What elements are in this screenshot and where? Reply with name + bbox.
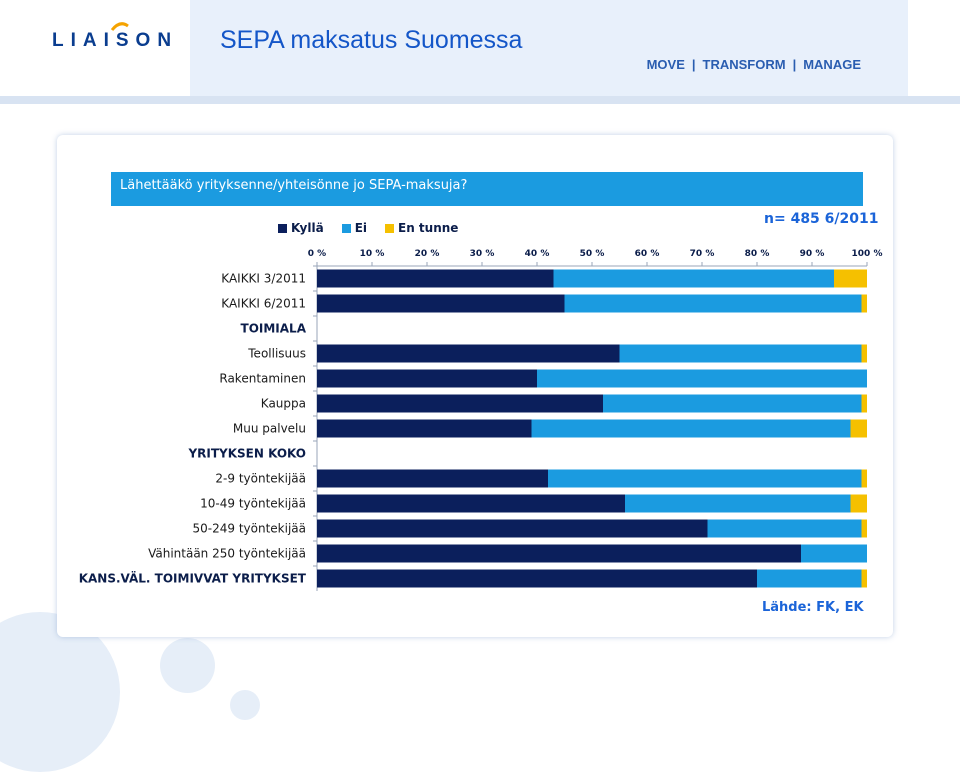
bar-segment	[850, 494, 867, 513]
chart-legend: Kyllä Ei En tunne	[278, 221, 458, 235]
legend-label: Kyllä	[291, 221, 324, 235]
sample-size-note: n= 485 6/2011	[764, 211, 879, 227]
category-label: Teollisuus	[247, 347, 306, 361]
category-label: KAIKKI 6/2011	[221, 297, 306, 311]
bar-segment	[317, 344, 620, 363]
x-tick-label: 60 %	[635, 249, 660, 259]
x-tick-label: 70 %	[690, 249, 715, 259]
x-tick-label: 40 %	[525, 249, 550, 259]
bar-segment	[317, 419, 532, 438]
bar-segment	[553, 269, 834, 288]
bar-segment	[861, 519, 867, 538]
bar-segment	[317, 294, 565, 313]
x-tick-label: 30 %	[470, 249, 495, 259]
bar-segment	[317, 394, 603, 413]
x-tick-label: 100 %	[852, 249, 883, 259]
category-label: Kauppa	[261, 397, 306, 411]
category-label: YRITYKSEN KOKO	[187, 447, 306, 461]
bar-segment	[317, 569, 757, 588]
tagline-separator: |	[691, 57, 696, 72]
category-label: 10-49 työntekijää	[200, 497, 306, 511]
stacked-bar-chart: 0 % 10 % 20 % 30 % 40 % 50 % 60 % 70 % 80 % 90 % 1…	[79, 249, 883, 591]
bar-segment	[317, 269, 554, 288]
chart-title: Lähettääkö yrityksenne/yhteisönne jo SEP…	[120, 178, 468, 193]
legend-swatch	[385, 223, 394, 233]
bar-segment	[548, 469, 862, 488]
bar-segment	[317, 469, 548, 488]
logo-text: LIAISON	[52, 30, 179, 51]
x-tick-label: 0 %	[308, 249, 326, 259]
decor-circle	[160, 638, 215, 693]
question-bar	[111, 172, 863, 206]
legend-label: Ei	[354, 221, 367, 235]
bar-segment	[564, 294, 862, 313]
legend-item-ei: Ei	[341, 221, 367, 235]
bar-segment	[317, 369, 537, 388]
bar-segment	[537, 369, 867, 388]
legend-swatch	[341, 223, 351, 233]
tagline-transform: TRANSFORM	[702, 57, 786, 72]
bar-segment	[625, 494, 851, 513]
tagline-separator: |	[792, 57, 797, 72]
x-tick-label: 50 %	[580, 249, 605, 259]
category-label: Muu palvelu	[233, 422, 306, 436]
bar-segment	[619, 344, 862, 363]
bar-segment	[757, 569, 862, 588]
legend-item-kylla: Kyllä	[278, 221, 324, 235]
bar-segment	[603, 394, 862, 413]
logo-area: LIAISON	[0, 0, 188, 96]
bar-segment	[861, 344, 867, 363]
bar-segment	[861, 569, 867, 588]
bar-segment	[850, 419, 867, 438]
header-divider	[0, 96, 960, 104]
logo-mark-icon	[110, 22, 129, 31]
category-label: KANS.VÄL. TOIMIVVAT YRITYKSET	[79, 571, 307, 586]
header-band	[190, 0, 908, 96]
decor-circle	[230, 690, 260, 720]
bar-segment	[707, 519, 862, 538]
bar-segment	[861, 394, 867, 413]
category-label: 50-249 työntekijää	[193, 522, 306, 536]
category-label: 2-9 työntekijää	[215, 472, 306, 486]
category-label: TOIMIALA	[241, 322, 307, 336]
x-tick-label: 80 %	[745, 249, 770, 259]
bar-segment	[317, 494, 625, 513]
x-tick-label: 90 %	[800, 249, 825, 259]
page-title: SEPA maksatus Suomessa	[220, 26, 523, 54]
source-note: Lähde: FK, EK	[762, 600, 864, 615]
bar-segment	[861, 294, 867, 313]
bar-segment	[317, 544, 801, 563]
bar-segment	[801, 544, 867, 563]
legend-swatch	[278, 223, 287, 233]
x-tick-label: 20 %	[415, 249, 440, 259]
category-label: Rakentaminen	[219, 372, 306, 386]
legend-label: En tunne	[398, 221, 459, 235]
x-tick-label: 10 %	[360, 249, 385, 259]
bar-segment	[834, 269, 867, 288]
bar-segment	[317, 519, 708, 538]
tagline-manage: MANAGE	[803, 57, 861, 72]
bar-segment	[531, 419, 851, 438]
tagline-move: MOVE	[646, 57, 685, 72]
tagline: MOVE | TRANSFORM | MANAGE	[640, 57, 868, 72]
legend-item-en-tunne: En tunne	[385, 221, 458, 235]
category-label: Vähintään 250 työntekijää	[148, 547, 306, 561]
category-label: KAIKKI 3/2011	[221, 272, 306, 286]
bar-segment	[861, 469, 867, 488]
